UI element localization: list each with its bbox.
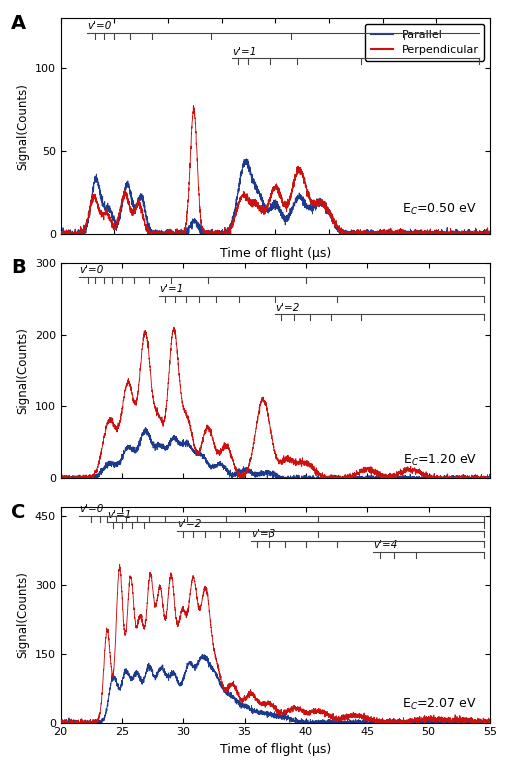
Text: E$_C$=1.20 eV: E$_C$=1.20 eV bbox=[403, 453, 477, 467]
Text: v'=3: v'=3 bbox=[251, 529, 275, 539]
X-axis label: Time of flight (μs): Time of flight (μs) bbox=[220, 743, 331, 756]
Text: v'=1: v'=1 bbox=[159, 284, 183, 295]
Text: C: C bbox=[11, 503, 26, 521]
Y-axis label: Signal(Counts): Signal(Counts) bbox=[16, 327, 29, 414]
Text: v'=4: v'=4 bbox=[373, 540, 398, 550]
Text: v'=1: v'=1 bbox=[107, 510, 132, 520]
Legend: Parallel, Perpendicular: Parallel, Perpendicular bbox=[365, 24, 484, 61]
Text: E$_C$=2.07 eV: E$_C$=2.07 eV bbox=[402, 697, 477, 712]
X-axis label: Time of flight (μs): Time of flight (μs) bbox=[220, 247, 331, 260]
Text: v'=0: v'=0 bbox=[79, 265, 103, 275]
Y-axis label: Signal(Counts): Signal(Counts) bbox=[16, 83, 29, 170]
Text: E$_C$=0.50 eV: E$_C$=0.50 eV bbox=[402, 202, 477, 217]
Text: v'=1: v'=1 bbox=[232, 47, 257, 57]
Y-axis label: Signal(Counts): Signal(Counts) bbox=[16, 571, 29, 658]
Text: v'=0: v'=0 bbox=[79, 503, 103, 513]
Text: v'=0: v'=0 bbox=[88, 21, 112, 31]
Text: v'=2: v'=2 bbox=[177, 519, 202, 529]
Text: A: A bbox=[11, 14, 27, 33]
Text: B: B bbox=[11, 258, 26, 278]
Text: v'=2: v'=2 bbox=[275, 303, 300, 313]
